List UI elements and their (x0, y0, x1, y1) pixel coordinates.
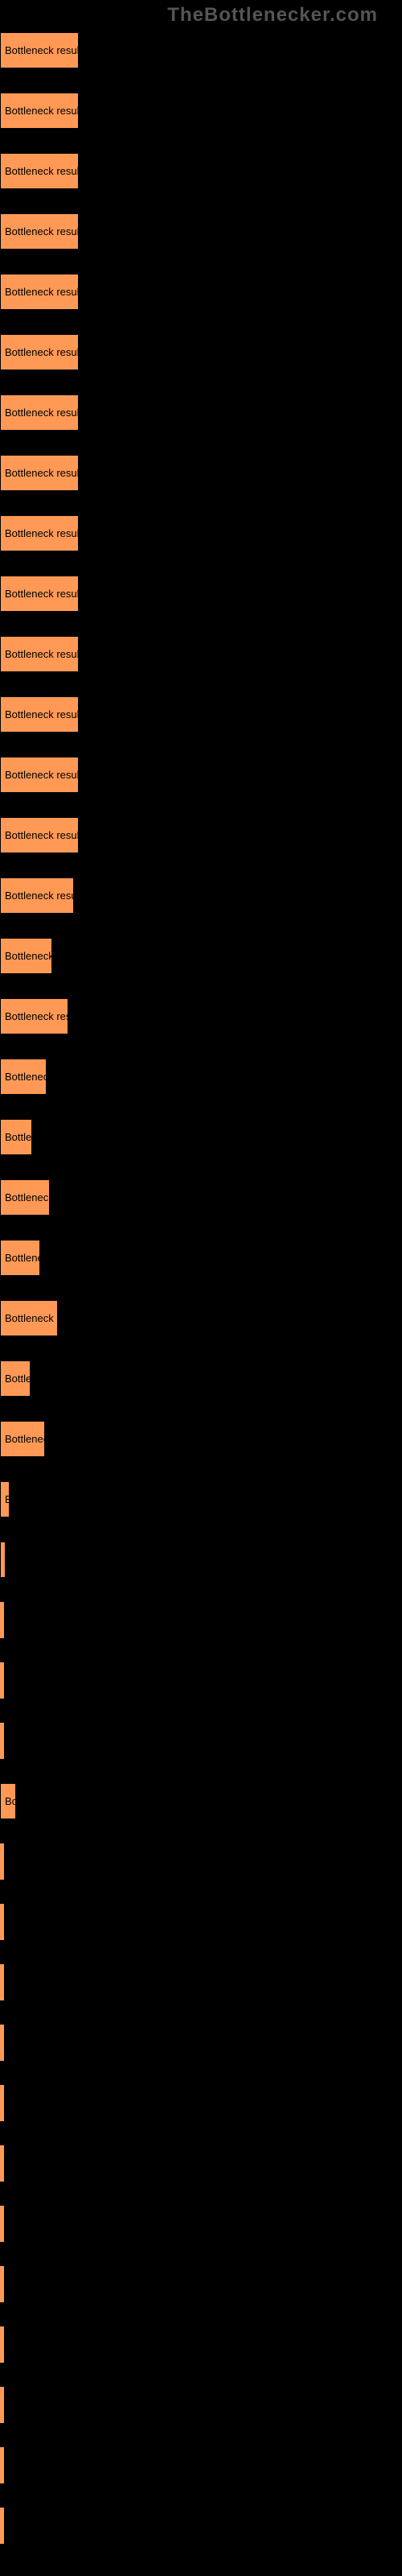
bar-row: Bottleneck (0, 938, 402, 974)
chart-bar: Bottleneck result (0, 394, 79, 431)
bar-row (0, 2387, 402, 2423)
chart-bar: Bottleneck result (0, 334, 79, 370)
bar-row: Bottleneck (0, 1179, 402, 1216)
bar-row (0, 2266, 402, 2302)
bar-row: Bottleneck result (0, 32, 402, 68)
bar-row (0, 1542, 402, 1578)
chart-bar (0, 1542, 6, 1578)
chart-bar: Bottleneck result (0, 93, 79, 129)
bar-row (0, 1843, 402, 1880)
bar-row: Bottleneck result (0, 515, 402, 551)
chart-bar: Bottleneck result (0, 817, 79, 853)
bar-row (0, 2025, 402, 2061)
bar-row (0, 2508, 402, 2544)
bar-row: Bottleneck result (0, 334, 402, 370)
bar-row (0, 2447, 402, 2483)
chart-bar: Bottleneck r (0, 1300, 58, 1336)
chart-bar (0, 2266, 4, 2302)
chart-bar (0, 1602, 4, 1638)
chart-bar: Bottleneck (0, 1179, 50, 1216)
chart-bar (0, 1723, 4, 1759)
watermark-text: TheBottlenecker.com (167, 4, 378, 27)
bar-row: Bottleneck result (0, 394, 402, 431)
chart-bar: Bottler (0, 1119, 32, 1155)
chart-bar (0, 1843, 4, 1880)
bar-row: Bottleneck result (0, 93, 402, 129)
bar-row (0, 1964, 402, 2000)
chart-bar (0, 1662, 4, 1699)
bar-row: Bottleneck result (0, 274, 402, 310)
chart-bar (0, 2326, 4, 2363)
chart-bar: Bottlene (0, 1240, 40, 1276)
chart-bar: Bo (0, 1783, 16, 1819)
chart-bar (0, 2387, 4, 2423)
bar-row: Bottleneck result (0, 455, 402, 491)
chart-bar: Bottleneck (0, 938, 52, 974)
chart-bar: Bottleneck result (0, 153, 79, 189)
chart-bar: Bottleneck result (0, 696, 79, 733)
bar-row (0, 1723, 402, 1759)
chart-bar: Bottleneck result (0, 515, 79, 551)
bar-row: Bottleneck resu (0, 877, 402, 914)
bar-row: Bottleneck result (0, 817, 402, 853)
bar-row (0, 2085, 402, 2121)
bar-row: Bottleneck result (0, 696, 402, 733)
bar-row: Bottler (0, 1119, 402, 1155)
bar-row: Bo (0, 1783, 402, 1819)
bar-chart: Bottleneck result Bottleneck result Bottle… (0, 0, 402, 2544)
bar-row (0, 1904, 402, 1940)
chart-bar: Bottleneck result (0, 455, 79, 491)
bar-row: Bottleneck result (0, 757, 402, 793)
bar-row: Bottlenec (0, 1421, 402, 1457)
chart-bar (0, 2508, 4, 2544)
bar-row (0, 2326, 402, 2363)
chart-bar: Bottleneck result (0, 636, 79, 672)
chart-bar (0, 2447, 4, 2483)
bar-row: Bottlene (0, 1240, 402, 1276)
chart-bar: Bottleneck result (0, 32, 79, 68)
bar-row: Bottleneck result (0, 636, 402, 672)
bar-row: Bottleneck result (0, 213, 402, 250)
bar-row (0, 2145, 402, 2182)
chart-bar (0, 2206, 4, 2242)
bar-row (0, 1662, 402, 1699)
bar-row (0, 1602, 402, 1638)
bar-row: Bottleneck r (0, 1300, 402, 1336)
chart-bar: B (0, 1481, 10, 1517)
bar-row: Bottleneck res (0, 998, 402, 1034)
chart-bar: Bottlenec (0, 1059, 47, 1095)
bar-row: Bottlenec (0, 1059, 402, 1095)
bar-row: Bottleneck result (0, 153, 402, 189)
chart-bar: Bottlenec (0, 1421, 45, 1457)
chart-bar: Bottleneck result (0, 757, 79, 793)
bar-row: Bottle (0, 1360, 402, 1397)
chart-bar: Bottleneck resu (0, 877, 74, 914)
bar-row (0, 2206, 402, 2242)
chart-bar (0, 2145, 4, 2182)
bar-row: B (0, 1481, 402, 1517)
bar-row: Bottleneck result (0, 576, 402, 612)
chart-bar (0, 1904, 4, 1940)
chart-bar (0, 1964, 4, 2000)
chart-bar: Bottle (0, 1360, 31, 1397)
chart-bar: Bottleneck res (0, 998, 68, 1034)
chart-bar: Bottleneck result (0, 213, 79, 250)
chart-bar (0, 2085, 4, 2121)
chart-bar: Bottleneck result (0, 274, 79, 310)
chart-bar (0, 2025, 4, 2061)
chart-bar: Bottleneck result (0, 576, 79, 612)
